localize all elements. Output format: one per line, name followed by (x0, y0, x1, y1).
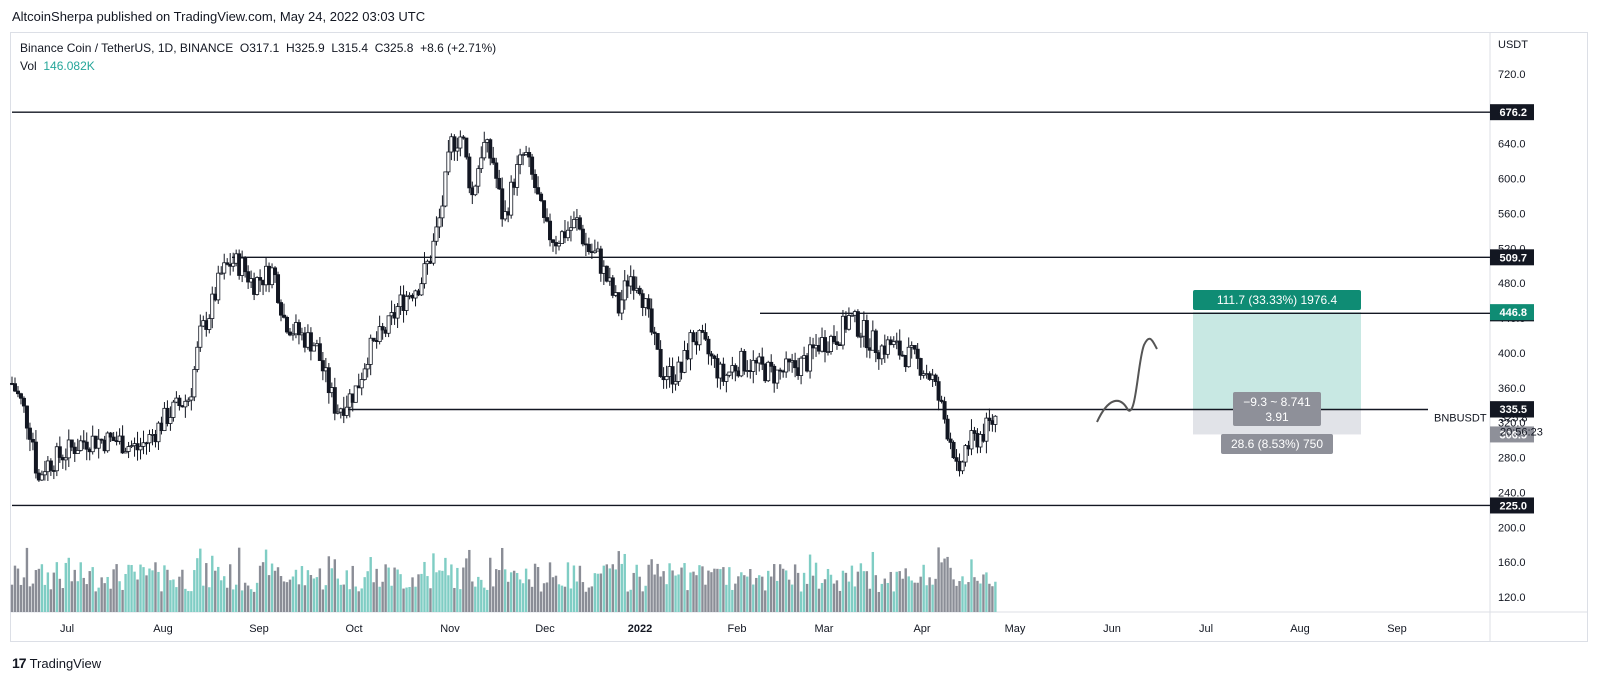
legend-close: C325.8 (374, 41, 414, 55)
chart-frame (10, 32, 1588, 642)
legend-low: L315.4 (331, 41, 369, 55)
legend-open: O317.1 (239, 41, 280, 55)
legend-symbol[interactable]: Binance Coin / TetherUS, 1D, BINANCE (20, 41, 234, 55)
legend-change: +8.6 (+2.71%) (420, 41, 497, 55)
legend-vol-label: Vol (20, 59, 37, 73)
legend-ohlc: Binance Coin / TetherUS, 1D, BINANCE O31… (20, 39, 496, 57)
brand-name: TradingView (29, 655, 102, 671)
legend-vol-value: 146.082K (43, 59, 95, 73)
legend-volume: Vol 146.082K (20, 57, 496, 75)
legend-high: H325.9 (285, 41, 325, 55)
publish-line: AltcoinSherpa published on TradingView.c… (12, 9, 426, 24)
chart-legend: Binance Coin / TetherUS, 1D, BINANCE O31… (20, 39, 496, 75)
tradingview-logo-icon: 17 (12, 655, 27, 671)
tradingview-brand[interactable]: 17 TradingView (12, 655, 101, 671)
